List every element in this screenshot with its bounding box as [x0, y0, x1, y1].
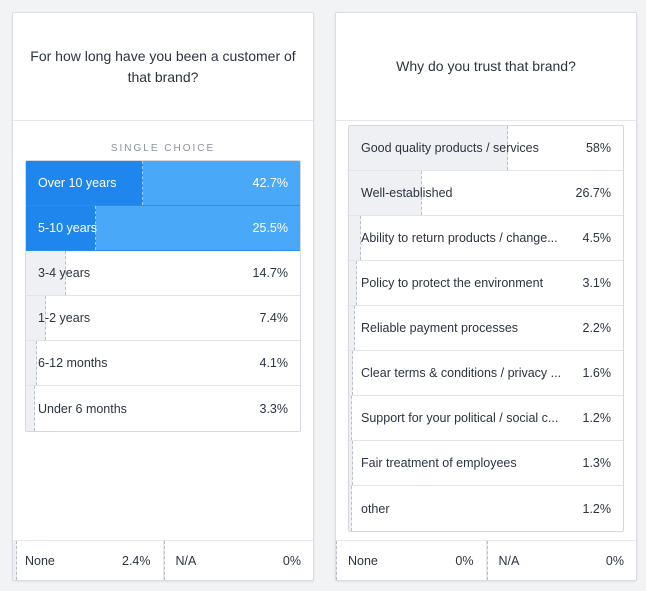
- answer-option-row[interactable]: Fair treatment of employees 1.3%: [349, 441, 623, 486]
- answer-option-label: Policy to protect the environment: [361, 276, 544, 290]
- footer-option-label: N/A: [498, 553, 520, 568]
- answer-percent-bar: [349, 396, 353, 440]
- answer-percent-bar: [349, 486, 353, 531]
- footer-percent-bar: [336, 541, 337, 580]
- answer-option-row[interactable]: 6-12 months 4.1%: [26, 341, 300, 386]
- footer-option-label: None: [25, 553, 55, 568]
- answer-option-label: Reliable payment processes: [361, 321, 519, 335]
- answer-percent-bar: [349, 351, 354, 395]
- answer-option-percent: 2.2%: [582, 321, 612, 335]
- answer-option-label: Support for your political / social c...: [361, 411, 559, 425]
- card-footer: None 0% N/A 0%: [336, 540, 636, 580]
- answer-percent-bar: [349, 306, 356, 350]
- answer-option-percent: 4.1%: [259, 356, 289, 370]
- question-title: For how long have you been a customer of…: [13, 13, 313, 121]
- answer-option-percent: 26.7%: [575, 186, 611, 200]
- answer-option-label: Ability to return products / change...: [361, 231, 558, 245]
- answer-option-percent: 25.5%: [252, 221, 288, 235]
- question-title: Why do you trust that brand?: [336, 13, 636, 121]
- answer-option-percent: 1.3%: [582, 456, 612, 470]
- answer-option-row[interactable]: Over 10 years 42.7%: [26, 161, 300, 206]
- answer-percent-bar: [349, 216, 362, 260]
- answer-percent-bar: [26, 386, 36, 431]
- footer-option-none[interactable]: None 0%: [336, 541, 486, 580]
- answer-option-label: Under 6 months: [38, 401, 127, 416]
- answer-option-label: Over 10 years: [38, 176, 117, 190]
- answer-option-percent: 1.2%: [582, 501, 612, 516]
- footer-option-percent: 2.4%: [122, 553, 151, 568]
- question-type-label: SINGLE CHOICE: [110, 143, 216, 154]
- answer-option-percent: 4.5%: [582, 231, 612, 245]
- answer-percent-bar: [349, 126, 508, 170]
- answer-option-label: 6-12 months: [38, 356, 108, 370]
- answer-option-label: Clear terms & conditions / privacy ...: [361, 366, 562, 380]
- answer-option-row[interactable]: Well-established 26.7%: [349, 171, 623, 216]
- footer-option-n-a[interactable]: N/A 0%: [162, 541, 314, 580]
- answer-option-label: 1-2 years: [38, 311, 91, 325]
- answer-percent-bar: [26, 296, 47, 340]
- answer-list: Over 10 years 42.7% 5-10 years 25.5% 3-4 yea…: [25, 160, 301, 432]
- answer-option-row[interactable]: Clear terms & conditions / privacy ... 1.…: [349, 351, 623, 396]
- card-footer: None 2.4% N/A 0%: [13, 540, 313, 580]
- answer-option-percent: 58%: [585, 141, 611, 155]
- footer-percent-bar: [13, 541, 17, 580]
- answer-option-percent: 42.7%: [252, 176, 288, 190]
- answer-percent-bar: [26, 251, 67, 295]
- answer-option-label: other: [361, 501, 390, 516]
- answer-percent-bar: [26, 161, 143, 205]
- footer-option-percent: 0%: [455, 553, 474, 568]
- answer-option-label: Fair treatment of employees: [361, 456, 517, 470]
- answer-option-row[interactable]: Under 6 months 3.3%: [26, 386, 300, 431]
- answer-option-percent: 1.6%: [582, 366, 612, 380]
- footer-option-none[interactable]: None 2.4%: [13, 541, 163, 580]
- answer-option-row[interactable]: 3-4 years 14.7%: [26, 251, 300, 296]
- footer-option-label: N/A: [175, 553, 197, 568]
- answer-option-percent: 3.3%: [259, 401, 289, 416]
- answer-percent-bar: [349, 441, 353, 485]
- answer-percent-bar: [26, 341, 38, 385]
- footer-option-label: None: [348, 553, 378, 568]
- answer-option-row[interactable]: Support for your political / social c...…: [349, 396, 623, 441]
- answer-percent-bar: [349, 261, 358, 305]
- answer-option-row[interactable]: 1-2 years 7.4%: [26, 296, 300, 341]
- answer-option-row[interactable]: Policy to protect the environment 3.1%: [349, 261, 623, 306]
- answer-option-label: 3-4 years: [38, 266, 91, 280]
- footer-option-percent: 0%: [605, 553, 624, 568]
- answer-option-row[interactable]: Good quality products / services 58%: [349, 126, 623, 171]
- answer-option-row[interactable]: Ability to return products / change... 4.…: [349, 216, 623, 261]
- answer-option-percent: 3.1%: [582, 276, 612, 290]
- question-card-customer-duration: For how long have you been a customer of…: [12, 12, 314, 581]
- answer-option-label: Well-established: [361, 186, 453, 200]
- answer-option-label: Good quality products / services: [361, 141, 539, 155]
- answer-percent-bar: [26, 206, 96, 250]
- card-body: SINGLE CHOICE Over 10 years 42.7% 5-10 yea…: [13, 121, 313, 542]
- answer-percent-bar: [349, 171, 423, 215]
- footer-percent-bar: [163, 541, 165, 580]
- footer-option-n-a[interactable]: N/A 0%: [485, 541, 637, 580]
- answer-option-percent: 1.2%: [582, 411, 612, 425]
- answer-option-row[interactable]: 5-10 years 25.5%: [26, 206, 300, 251]
- answer-list: Good quality products / services 58% Well-…: [348, 125, 624, 532]
- footer-option-percent: 0%: [282, 553, 301, 568]
- card-body: Good quality products / services 58% Well-…: [336, 121, 636, 542]
- answer-option-row[interactable]: Reliable payment processes 2.2%: [349, 306, 623, 351]
- answer-option-row[interactable]: other 1.2%: [349, 486, 623, 531]
- question-card-trust-reason: Why do you trust that brand? Good qualit…: [335, 12, 637, 581]
- footer-percent-bar: [486, 541, 488, 580]
- answer-option-percent: 7.4%: [259, 311, 289, 325]
- answer-option-label: 5-10 years: [38, 221, 98, 235]
- answer-option-percent: 14.7%: [252, 266, 288, 280]
